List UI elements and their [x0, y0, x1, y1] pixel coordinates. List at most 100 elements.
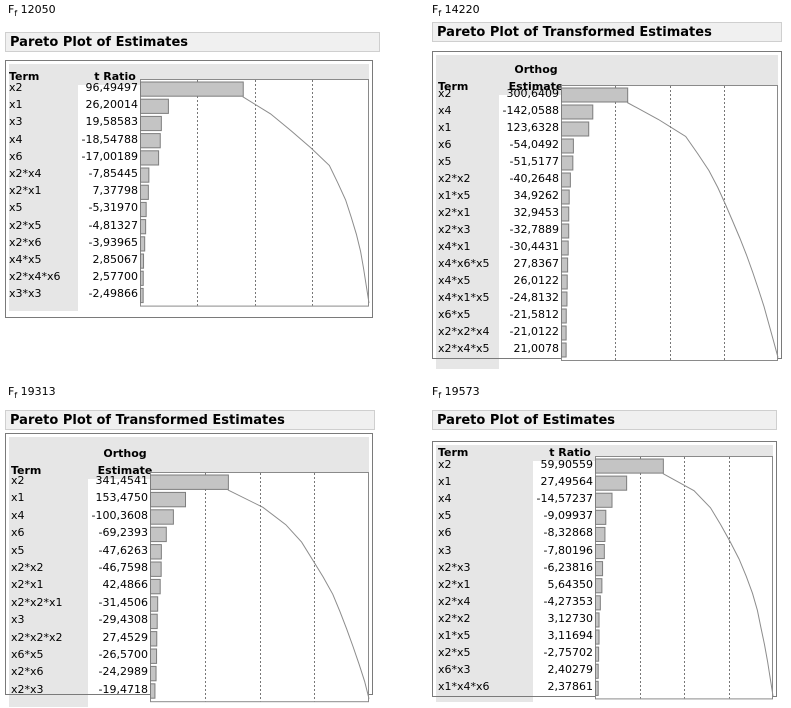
- term-label: x6*x5: [11, 648, 44, 661]
- term-label: x2*x6: [11, 665, 44, 679]
- term-label: x4*x1: [438, 240, 471, 253]
- pareto-plot: [561, 85, 779, 361]
- term-label: x2*x2*x1: [11, 595, 63, 609]
- term-column-header: Term: [438, 80, 469, 93]
- value-label: -31,4506: [98, 595, 148, 609]
- term-label: x3: [9, 115, 23, 129]
- term-label: x2*x3: [438, 560, 471, 574]
- value-label: -2,75702: [543, 646, 593, 660]
- plot-frame: [140, 79, 369, 307]
- value-label: -5,31970: [88, 201, 138, 215]
- term-label: x6: [438, 526, 452, 540]
- term-label: x2*x1: [11, 578, 44, 592]
- value-label: -6,23816: [543, 560, 593, 574]
- value-label: 19,58583: [85, 115, 139, 129]
- bar-x4*x1: [561, 240, 569, 256]
- term-label: x2*x4: [9, 167, 42, 180]
- value-label: -3,93965: [88, 235, 138, 249]
- value-label: 153,4750: [95, 491, 149, 505]
- value-label: -7,85445: [88, 167, 138, 180]
- figure-label: Ff 19313: [8, 385, 56, 401]
- term-label: x2*x3: [11, 682, 44, 696]
- value-column-header: Orthog: [103, 447, 147, 460]
- value-label: -32,7889: [509, 223, 559, 236]
- term-label: x2: [438, 458, 452, 471]
- term-label: x3: [438, 543, 452, 557]
- term-label: x2*x2: [438, 172, 471, 185]
- chart-title: Pareto Plot of Transformed Estimates: [432, 22, 782, 42]
- term-column-bg: [436, 95, 499, 369]
- plot-frame: [561, 85, 778, 361]
- term-label: x1*x5: [438, 189, 471, 202]
- value-label: 26,0122: [513, 274, 560, 287]
- value-label: -2,49866: [88, 287, 138, 301]
- term-label: x2: [11, 474, 25, 487]
- value-label: 2,57700: [92, 270, 139, 284]
- bar-x6: [595, 526, 606, 543]
- value-label: -26,5700: [98, 648, 148, 661]
- term-label: x2*x1: [9, 184, 42, 198]
- value-label: -30,4431: [509, 240, 559, 253]
- bar-x2*x4: [140, 167, 150, 183]
- bar-x4*x5: [140, 253, 145, 269]
- value-column-header: Estimate: [508, 80, 564, 93]
- pareto-plot: [150, 472, 370, 703]
- bar-x4*x6*x5: [561, 257, 569, 273]
- value-label: 3,11694: [547, 629, 594, 642]
- term-label: x2*x2: [11, 561, 44, 574]
- term-label: x5: [438, 509, 452, 523]
- cumulative-curve: [242, 96, 370, 304]
- bar-x5: [595, 509, 607, 525]
- value-label: 2,40279: [547, 663, 594, 677]
- value-label: 2,37861: [547, 680, 594, 694]
- term-label: x2*x3: [438, 223, 471, 236]
- term-label: x1: [438, 475, 452, 489]
- value-label: 34,9262: [513, 189, 560, 202]
- plot-frame: [150, 472, 369, 703]
- pareto-plot: [595, 456, 774, 700]
- bar-x1*x4*x6: [595, 680, 599, 696]
- bar-x6*x3: [595, 663, 599, 679]
- bar-x1*x5: [561, 189, 570, 205]
- chart-frame: [5, 60, 373, 318]
- bar-x4*x5: [561, 274, 568, 290]
- term-label: x2: [438, 87, 452, 100]
- bar-x6: [140, 150, 160, 166]
- bar-x3*x3: [140, 287, 144, 304]
- bar-x1: [561, 121, 590, 137]
- value-label: -21,5812: [509, 308, 559, 321]
- term-label: x1*x4*x6: [438, 680, 490, 694]
- term-label: x1: [11, 491, 25, 505]
- value-label: 27,4529: [102, 630, 149, 644]
- term-label: x6: [11, 526, 25, 540]
- term-column-header: Term: [438, 446, 469, 459]
- value-label: 341,4541: [95, 474, 149, 487]
- value-label: -47,6263: [98, 543, 148, 557]
- cumulative-curve: [626, 102, 779, 358]
- value-label: 21,0078: [513, 342, 560, 355]
- value-label: 27,49564: [540, 475, 594, 489]
- cumulative-curve: [227, 489, 370, 699]
- term-label: x5: [438, 155, 452, 168]
- value-label: -8,32868: [543, 526, 593, 540]
- value-label: 3,12730: [547, 611, 594, 625]
- bar-x2: [140, 81, 244, 97]
- term-label: x1: [438, 121, 452, 134]
- term-label: x4*x6*x5: [438, 257, 490, 270]
- term-label: x6*x5: [438, 308, 471, 321]
- term-label: x4: [438, 104, 452, 117]
- bar-x1*x5: [595, 629, 600, 645]
- value-label: 7,37798: [92, 184, 139, 198]
- bar-x4: [150, 509, 174, 525]
- term-column-bg: [9, 479, 88, 708]
- term-column-header: Term: [9, 70, 40, 83]
- bar-x2*x2*x4: [561, 325, 567, 341]
- value-label: -17,00189: [81, 149, 138, 163]
- bar-x2*x5: [595, 646, 600, 662]
- bar-x2*x1: [140, 184, 149, 200]
- value-label: 300,6409: [506, 87, 560, 100]
- chart-title: Pareto Plot of Transformed Estimates: [5, 410, 375, 430]
- value-label: 26,20014: [85, 98, 139, 112]
- bar-x2*x6: [140, 236, 146, 252]
- figure-label: Ff 19573: [432, 385, 480, 401]
